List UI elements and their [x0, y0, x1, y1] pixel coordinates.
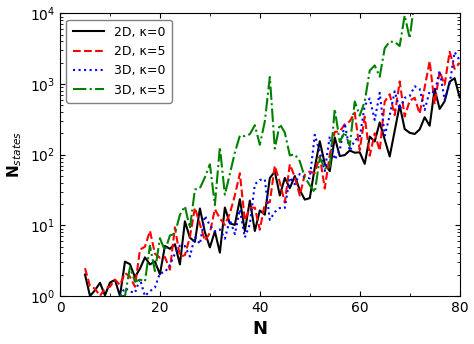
2D, κ=0: [297, 188, 302, 192]
3D, κ=5: [332, 107, 337, 111]
3D, κ=5: [297, 159, 302, 163]
2D, κ=0: [412, 132, 418, 136]
Line: 2D, κ=5: 2D, κ=5: [85, 52, 460, 296]
3D, κ=0: [297, 172, 302, 176]
2D, κ=0: [332, 136, 337, 140]
3D, κ=5: [302, 175, 308, 179]
3D, κ=5: [317, 156, 323, 160]
2D, κ=5: [457, 61, 463, 65]
2D, κ=5: [297, 193, 302, 197]
3D, κ=0: [302, 175, 308, 180]
Line: 2D, κ=0: 2D, κ=0: [85, 78, 460, 296]
3D, κ=0: [457, 58, 463, 62]
2D, κ=0: [317, 139, 323, 143]
3D, κ=0: [332, 158, 337, 162]
2D, κ=5: [237, 171, 243, 175]
2D, κ=5: [302, 173, 308, 177]
3D, κ=5: [237, 133, 243, 138]
Line: 3D, κ=5: 3D, κ=5: [120, 0, 460, 296]
Line: 3D, κ=0: 3D, κ=0: [120, 52, 460, 296]
3D, κ=0: [317, 150, 323, 154]
2D, κ=0: [302, 197, 308, 202]
X-axis label: N: N: [252, 321, 267, 338]
2D, κ=0: [457, 95, 463, 99]
Legend: 2D, κ=0, 2D, κ=5, 3D, κ=0, 3D, κ=5: 2D, κ=0, 2D, κ=5, 3D, κ=0, 3D, κ=5: [66, 20, 172, 103]
2D, κ=0: [237, 197, 243, 201]
2D, κ=5: [317, 154, 323, 158]
3D, κ=0: [412, 84, 418, 88]
2D, κ=5: [412, 96, 418, 100]
3D, κ=5: [412, 0, 418, 2]
2D, κ=5: [332, 130, 337, 134]
3D, κ=0: [237, 208, 243, 212]
Y-axis label: N$_{states}$: N$_{states}$: [6, 131, 24, 178]
